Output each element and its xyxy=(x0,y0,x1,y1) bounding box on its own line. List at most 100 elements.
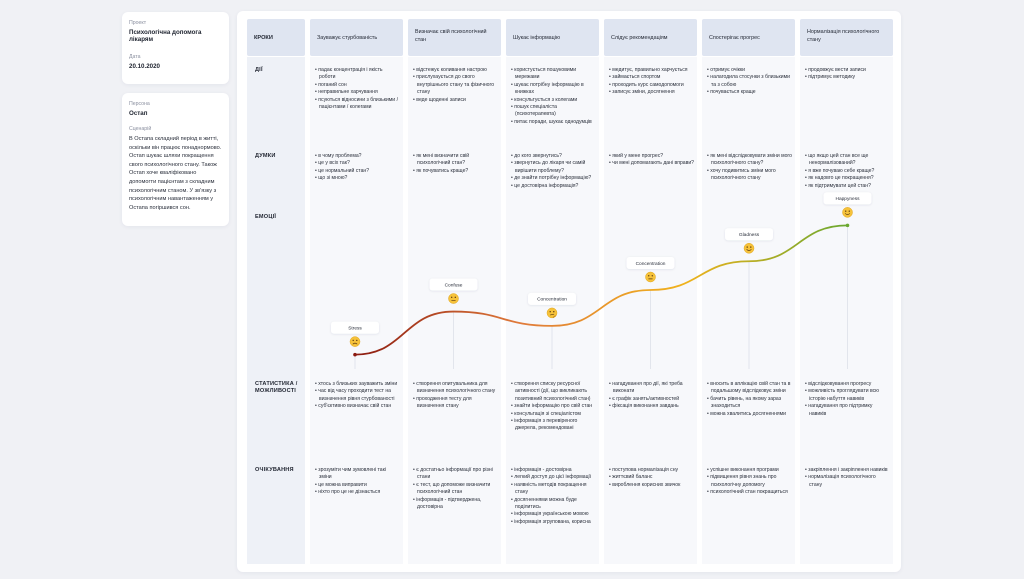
header-step-2: Визначає свій психологічний стан xyxy=(408,19,501,56)
expectation-item: це можна виправити xyxy=(315,482,400,489)
action-item: продовжує вести записи xyxy=(805,67,890,74)
stats-list-3: створення списку ресурсної активності (д… xyxy=(511,381,596,433)
date-value: 20.10.2020 xyxy=(129,63,160,70)
emotion-point: Confuse xyxy=(429,278,478,304)
thoughts-list-2: як мені визначити свій психологічний ста… xyxy=(413,153,498,175)
happy-face-icon xyxy=(842,207,853,218)
thought-item: чи мені допомагають дані вправи? xyxy=(609,160,694,167)
action-item: консультується з колегами xyxy=(511,97,596,104)
steps-column-bg xyxy=(247,57,305,564)
expectation-item: інформація - достовірна xyxy=(511,467,596,474)
header-steps-label: КРОКИ xyxy=(254,35,273,41)
emotion-point: Concentration xyxy=(626,257,675,283)
emotion-label: Concentration xyxy=(537,297,567,303)
expectation-item: успішне виконання програми xyxy=(707,467,792,474)
actions-list-6: продовжує вести записипідтримує методику xyxy=(805,67,890,82)
stat-item: є графік занять/активностей xyxy=(609,396,694,403)
action-item: пошук спеціаліста (психотерапевта) xyxy=(511,104,596,119)
row-label-emotions: ЕМОЦІЇ xyxy=(255,214,277,220)
persona-card: Персона Остап Сценарій В Остапа складний… xyxy=(122,93,229,226)
stat-item: відслідковування прогресу xyxy=(805,381,890,388)
thoughts-list-6: що якщо цей стан все ще ненормалізований… xyxy=(805,153,890,190)
curve-end-dot xyxy=(845,223,850,228)
action-item: відстежує коливання настрою xyxy=(413,67,498,74)
thoughts-list-5: як мені відслідковувати зміни мого психо… xyxy=(707,153,792,183)
action-item: почувається краще xyxy=(707,89,792,96)
thought-item: як підтримувати цей стан? xyxy=(805,183,890,190)
header-step-4-label: Слідує рекомендаціям xyxy=(611,35,668,41)
scenario-text: В Остапа складний період в житті, оскіль… xyxy=(129,136,222,211)
stats-list-5: вносить в аплікацію свій стан та в подал… xyxy=(707,381,792,418)
emotion-label-bubble xyxy=(725,228,773,241)
emotion-label-bubble xyxy=(331,321,379,334)
thought-item: як мені відслідковувати зміни мого психо… xyxy=(707,153,792,168)
stat-item: час від часу проходити тест на визначенн… xyxy=(315,388,400,403)
project-value: Психологічна допомога лікарям xyxy=(129,29,202,43)
thought-item: це у всіх так? xyxy=(315,160,400,167)
emotion-point: Happyness xyxy=(823,192,872,218)
thought-item: до кого звернутись? xyxy=(511,153,596,160)
expectation-item: зрозуміти чим зумовлені такі зміни xyxy=(315,467,400,482)
header-step-6: Нормалізація психологічного стану xyxy=(800,19,893,56)
thought-item: що якщо цей стан все ще ненормалізований… xyxy=(805,153,890,168)
action-item: неправильне харчування xyxy=(315,89,400,96)
stat-item: фіксація виконання завдань xyxy=(609,403,694,410)
emotion-label: Gladness xyxy=(739,232,760,238)
action-item: веде щоденні записи xyxy=(413,97,498,104)
stat-item: можливість проглядувати всю історію набу… xyxy=(805,388,890,403)
actions-list-5: отримує очіккиналагодила стосунки з близ… xyxy=(707,67,792,97)
thoughts-list-1: в чому проблема?це у всіх так?це нормаль… xyxy=(315,153,400,183)
expectation-item: є достатньо інформації про різні стани xyxy=(413,467,498,482)
expectation-item: є тест, що допоможе визначити психологіч… xyxy=(413,482,498,497)
header-step-1-label: Зауважує стурбованість xyxy=(317,35,378,41)
thought-item: я вже почуваю себе краще? xyxy=(805,168,890,175)
stat-item: створення опитувальника для визначення п… xyxy=(413,381,498,396)
actions-list-1: падає концентрація і якість роботипогани… xyxy=(315,67,400,111)
action-item: проходить курс самодопомоги xyxy=(609,82,694,89)
header-step-1: Зауважує стурбованість xyxy=(310,19,403,56)
thought-item: як надовго це покращення? xyxy=(805,175,890,182)
thought-item: хочу подивитись зміни мого психологічног… xyxy=(707,168,792,183)
action-item: псуються відносини з близькими / пацієнт… xyxy=(315,97,400,112)
action-item: підтримує методику xyxy=(805,74,890,81)
expectation-item: наявність методів покращення стану xyxy=(511,482,596,497)
project-caption: Проект xyxy=(129,20,147,26)
emotion-label: Stress xyxy=(348,325,362,331)
emotion-point: Gladness xyxy=(725,228,773,254)
action-item: прислухаується до свого внутрішнього ста… xyxy=(413,74,498,96)
thought-item: що зі мною? xyxy=(315,175,400,182)
thinking-face-icon xyxy=(546,307,558,319)
expectations-list-5: успішне виконання програмипідвищення рів… xyxy=(707,467,792,497)
emotion-label: Confuse xyxy=(445,282,463,288)
thoughts-list-4: який у мене прогрес?чи мені допомагають … xyxy=(609,153,694,168)
actions-list-3: користується пошуковими мережамишукає по… xyxy=(511,67,596,126)
expectations-list-1: зрозуміти чим зумовлені такі змінице мож… xyxy=(315,467,400,497)
header-step-4: Слідує рекомендаціям xyxy=(604,19,697,56)
expectation-item: психологічний стан покращиться xyxy=(707,489,792,496)
expectation-item: вироблення корисних звичок xyxy=(609,482,694,489)
header-steps: КРОКИ xyxy=(247,19,305,56)
emotion-label: Happyness xyxy=(836,196,861,202)
emotion-label-bubble xyxy=(626,257,675,269)
actions-list-2: відстежує коливання настроюприслухауєтьс… xyxy=(413,67,498,104)
thought-item: це достовірна інформація? xyxy=(511,183,596,190)
header-step-2-label: Визначає свій психологічний стан xyxy=(415,29,487,43)
happy-face-icon xyxy=(743,243,755,254)
expectation-item: легкий доступ до цієї інформації xyxy=(511,474,596,481)
neutral-face-icon xyxy=(448,293,459,304)
expectation-item: інформація українською мовою xyxy=(511,511,596,518)
expectations-list-3: інформація - достовірналегкий доступ до … xyxy=(511,467,596,526)
thoughts-list-3: до кого звернутись?звернутись до лікаря … xyxy=(511,153,596,190)
header-step-5-label: Спостерігає прогрес xyxy=(709,35,760,41)
stat-item: знайти інформацію про свій стан xyxy=(511,403,596,410)
emotion-point: Concentration xyxy=(528,292,576,319)
stat-item: консультація зі спеціалістом xyxy=(511,411,596,418)
expectation-item: ніхто про це не дізнається xyxy=(315,489,400,496)
emotion-curve-line xyxy=(354,224,849,356)
emotion-label-bubble xyxy=(429,278,478,291)
action-item: налагодила стосунки з близькими та з соб… xyxy=(707,74,792,89)
expectations-list-4: поступова нормалізація снужиттєвий балан… xyxy=(609,467,694,489)
thought-item: як мені визначити свій психологічний ста… xyxy=(413,153,498,168)
stat-item: нагадування про підтримку навиків xyxy=(805,403,890,418)
stats-list-2: створення опитувальника для визначення п… xyxy=(413,381,498,411)
